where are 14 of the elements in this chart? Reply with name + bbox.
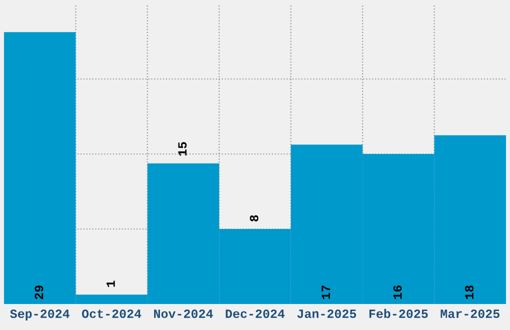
data-label: 1: [106, 280, 115, 287]
x-tick-label: Jan-2025: [297, 310, 356, 318]
data-label: 15: [178, 142, 187, 156]
x-tick-label: Sep-2024: [10, 310, 70, 321]
data-label: 8: [250, 215, 258, 222]
x-tick-label: Dec-2024: [226, 310, 285, 318]
data-label: 17: [322, 286, 330, 299]
data-label: 18: [465, 285, 474, 299]
x-tick-label: Feb-2025: [369, 308, 428, 318]
data-label: 29: [34, 286, 44, 300]
data-label: 16: [393, 286, 402, 299]
x-tick-label: Mar-2025: [440, 310, 500, 318]
x-tick-label: Nov-2024: [154, 310, 213, 318]
x-tick-label: Oct-2024: [82, 310, 142, 318]
